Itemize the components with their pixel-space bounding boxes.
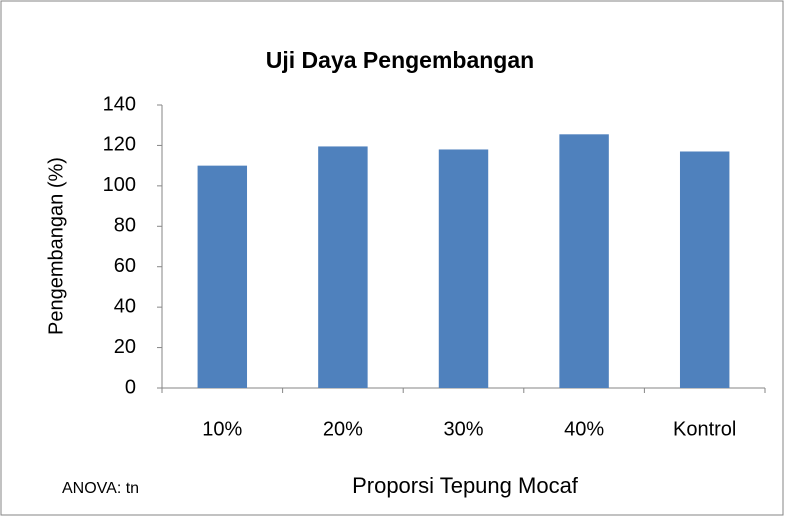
y-tick-label: 80 (114, 215, 136, 237)
x-tick-label: 20% (323, 418, 363, 440)
bar (438, 149, 489, 388)
bar (318, 146, 368, 388)
y-tick-label: 60 (114, 255, 136, 277)
x-tick-label: Kontrol (673, 418, 736, 440)
bar (559, 134, 609, 388)
x-tick-label: 10% (202, 418, 242, 440)
y-axis-label: Pengembangan (%) (45, 157, 67, 335)
x-tick-label: 30% (443, 418, 483, 440)
y-tick-label: 20 (114, 336, 136, 358)
x-tick-label: 40% (564, 418, 604, 440)
chart-title: Uji Daya Pengembangan (266, 47, 534, 73)
y-tick-label: 140 (103, 93, 136, 115)
y-tick-label: 100 (103, 174, 136, 196)
y-tick-label: 40 (114, 295, 136, 317)
annotation: ANOVA: tn (62, 480, 139, 497)
y-tick-label: 0 (125, 376, 136, 398)
x-axis-label: Proporsi Tepung Mocaf (352, 473, 579, 498)
bar (197, 165, 248, 388)
bar (679, 151, 730, 388)
y-tick-label: 120 (103, 134, 136, 156)
